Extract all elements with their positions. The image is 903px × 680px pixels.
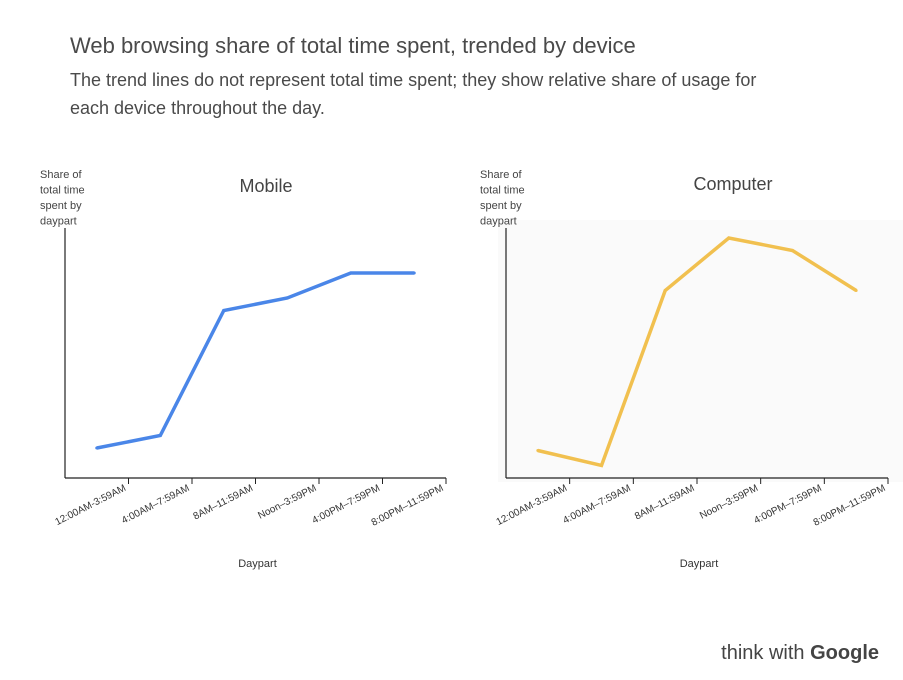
- mobile-data-point: [412, 271, 416, 275]
- mobile-x-tick-label: 8:00PM–11:59PM: [370, 483, 446, 529]
- mobile-y-axis-label-line: total time: [40, 185, 85, 197]
- computer-data-point: [600, 464, 603, 467]
- computer-data-point: [791, 249, 794, 252]
- mobile-chart-title: Mobile: [239, 176, 292, 196]
- mobile-y-axis-label-line: Share of: [40, 169, 83, 181]
- page-title: Web browsing share of total time spent, …: [70, 33, 636, 58]
- charts-canvas: Mobile Share of total time spent by daypart 1…: [40, 169, 903, 570]
- brand-prefix: think with: [721, 642, 811, 664]
- mobile-x-tick-label: 4:00AM–7:59AM: [120, 483, 191, 527]
- mobile-x-tick-label: Noon–3:59PM: [256, 483, 318, 522]
- computer-x-tick-label: 8:00PM–11:59PM: [812, 483, 888, 529]
- mobile-data-point: [285, 296, 289, 300]
- computer-x-tick-label: Noon–3:59PM: [698, 483, 760, 522]
- mobile-x-tick-label: 8AM–11:59AM: [192, 483, 255, 522]
- mobile-y-axis-label-line: daypart: [40, 216, 77, 228]
- computer-y-axis-label-line: total time: [480, 185, 525, 197]
- computer-data-point: [663, 289, 667, 292]
- brand-name: Google: [810, 642, 879, 664]
- computer-data-point: [536, 449, 540, 452]
- computer-chart-title: Computer: [693, 174, 772, 194]
- computer-x-axis-label: Daypart: [680, 558, 719, 570]
- computer-x-tick-label: 8AM–11:59AM: [633, 483, 696, 522]
- mobile-x-axis-label: Daypart: [238, 558, 277, 570]
- computer-y-axis-label-line: Share of: [480, 169, 523, 181]
- mobile-data-point: [349, 271, 353, 275]
- mobile-data-point: [222, 309, 226, 312]
- computer-data-point: [727, 236, 731, 240]
- mobile-x-tick-label: 12:00AM-3:59AM: [54, 483, 128, 528]
- mobile-data-point: [158, 434, 162, 437]
- computer-y-axis-label-line: daypart: [480, 216, 517, 228]
- computer-y-axis-label-line: spent by: [480, 200, 522, 212]
- page-subtitle: The trend lines do not represent total t…: [70, 70, 757, 118]
- computer-x-tick-label: 4:00AM–7:59AM: [561, 483, 632, 527]
- mobile-y-axis-label-line: spent by: [40, 200, 82, 212]
- computer-data-point: [854, 289, 858, 292]
- mobile-series-line: [96, 271, 415, 450]
- computer-x-tick-label: 12:00AM-3:59AM: [495, 483, 569, 528]
- computer-plot-background: [498, 220, 903, 482]
- computer-series-line: [537, 236, 858, 468]
- mobile-data-point: [95, 446, 99, 450]
- think-with-google-logo: think with Google: [721, 642, 879, 665]
